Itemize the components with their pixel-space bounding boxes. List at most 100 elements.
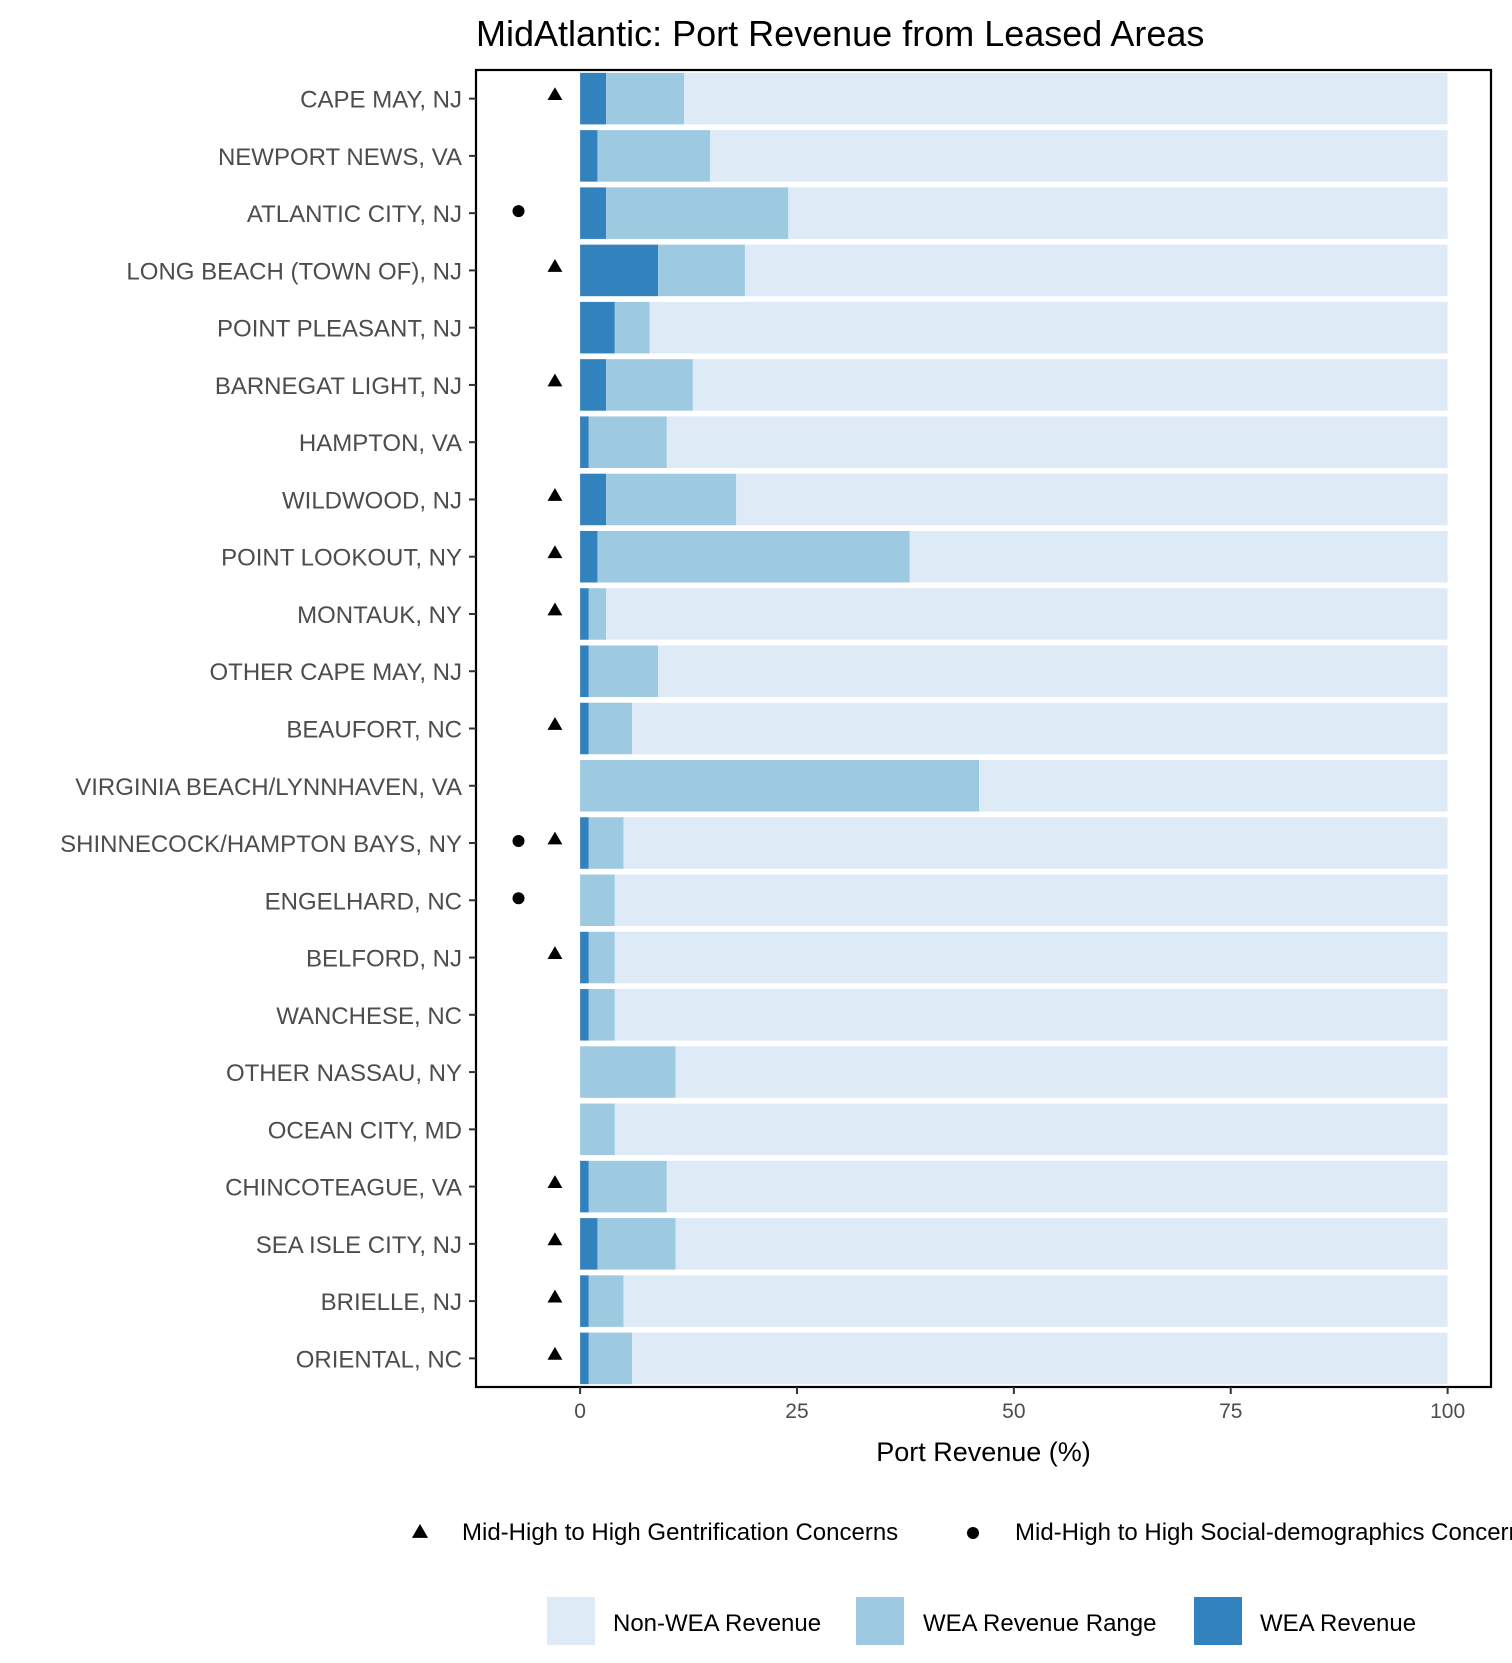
x-tick-label-4: 100: [1430, 1400, 1465, 1423]
y-tick-label-19: CHINCOTEAGUE, VA: [225, 1175, 462, 1202]
gentrification-marker-20: [547, 1232, 563, 1246]
bar-wea-revenue-range-14: [580, 874, 615, 927]
bar-wea-revenue-range-11: [588, 702, 633, 755]
bar-wea-revenue-range-4: [614, 301, 650, 354]
bar-wea-revenue-range-5: [606, 359, 693, 411]
bar-non-wea-revenue-6: [666, 416, 1448, 468]
y-tick-label-6: HAMPTON, VA: [299, 430, 462, 457]
gentrification-marker-9: [547, 602, 563, 616]
social-demographics-marker-13: [512, 835, 525, 848]
y-tick-label-20: SEA ISLE CITY, NJ: [256, 1232, 462, 1259]
bar-wea-revenue-15: [580, 931, 589, 984]
bar-wea-revenue-range-3: [658, 244, 745, 297]
bar-wea-revenue-range-10: [588, 645, 659, 698]
bar-wea-revenue-range-15: [588, 931, 615, 984]
bar-wea-revenue-5: [580, 359, 607, 411]
bar-wea-revenue-21: [580, 1275, 589, 1327]
bar-non-wea-revenue-20: [675, 1218, 1448, 1270]
bar-non-wea-revenue-10: [658, 645, 1448, 698]
y-tick-label-10: OTHER CAPE MAY, NJ: [210, 659, 463, 686]
y-tick-label-3: LONG BEACH (TOWN OF), NJ: [126, 258, 462, 285]
gentrification-marker-22: [547, 1346, 563, 1360]
bars-layer: [580, 72, 1448, 1385]
bar-wea-revenue-7: [580, 473, 607, 526]
y-tick-label-11: BEAUFORT, NC: [286, 717, 462, 744]
bar-wea-revenue-19: [580, 1160, 589, 1213]
y-tick-label-4: POINT PLEASANT, NJ: [217, 316, 462, 343]
bar-non-wea-revenue-1: [710, 130, 1448, 182]
gentrification-marker-3: [547, 258, 563, 272]
bar-non-wea-revenue-16: [614, 989, 1448, 1041]
bar-wea-revenue-13: [580, 817, 589, 869]
gentrification-marker-21: [547, 1289, 563, 1303]
legend-key-0: [547, 1597, 595, 1645]
legend-gentrification-label: Mid-High to High Gentrification Concerns: [462, 1519, 898, 1546]
bar-non-wea-revenue-3: [744, 244, 1448, 297]
x-tick-label-2: 50: [1002, 1400, 1025, 1423]
marker-legend: Mid-High to High Gentrification Concerns…: [411, 1519, 1512, 1546]
y-tick-label-17: OTHER NASSAU, NY: [226, 1060, 462, 1087]
bar-wea-revenue-range-16: [588, 989, 615, 1041]
bar-non-wea-revenue-17: [675, 1046, 1448, 1098]
bar-non-wea-revenue-5: [692, 359, 1448, 411]
bar-wea-revenue-3: [580, 244, 659, 297]
bar-wea-revenue-1: [580, 130, 598, 182]
bar-wea-revenue-range-17: [580, 1046, 676, 1098]
bar-non-wea-revenue-18: [614, 1103, 1448, 1156]
y-tick-label-12: VIRGINIA BEACH/LYNNHAVEN, VA: [75, 774, 462, 801]
bar-non-wea-revenue-7: [736, 473, 1448, 526]
gentrification-marker-8: [547, 545, 563, 559]
bar-wea-revenue-4: [580, 301, 615, 354]
legend-fill-label-1: WEA Revenue Range: [923, 1610, 1156, 1637]
bar-wea-revenue-0: [580, 72, 607, 125]
bar-non-wea-revenue-14: [614, 874, 1448, 927]
y-tick-label-8: POINT LOOKOUT, NY: [221, 545, 462, 572]
bar-wea-revenue-range-6: [588, 416, 667, 468]
bar-wea-revenue-2: [580, 187, 607, 239]
legend-triangle-icon: [411, 1523, 429, 1538]
legend-circle-icon: [967, 1527, 979, 1539]
bar-non-wea-revenue-12: [979, 759, 1448, 812]
y-tick-label-14: ENGELHARD, NC: [265, 888, 462, 915]
legend-key-2: [1194, 1597, 1242, 1645]
y-tick-label-1: NEWPORT NEWS, VA: [218, 144, 462, 171]
markers-layer: [512, 87, 563, 1360]
chart-title: MidAtlantic: Port Revenue from Leased Ar…: [476, 13, 1204, 54]
bar-wea-revenue-9: [580, 588, 589, 640]
bar-wea-revenue-range-18: [580, 1103, 615, 1156]
fill-legend: Non-WEA Revenue WEA Revenue Range WEA Reve…: [547, 1597, 1416, 1645]
gentrification-marker-5: [547, 373, 563, 387]
bar-wea-revenue-11: [580, 702, 589, 755]
bar-wea-revenue-16: [580, 989, 589, 1041]
gentrification-marker-7: [547, 488, 563, 501]
legend-social-demographics-label: Mid-High to High Social-demographics Con…: [1015, 1519, 1512, 1546]
bar-wea-revenue-range-12: [580, 759, 980, 812]
y-tick-label-0: CAPE MAY, NJ: [300, 87, 462, 114]
bar-wea-revenue-range-7: [606, 473, 737, 526]
y-tick-label-18: OCEAN CITY, MD: [268, 1117, 462, 1144]
bar-non-wea-revenue-9: [606, 588, 1448, 640]
bar-non-wea-revenue-2: [788, 187, 1448, 239]
bar-wea-revenue-range-8: [597, 530, 910, 583]
x-axis: 0 25 50 75 100: [574, 1387, 1465, 1423]
y-tick-label-15: BELFORD, NJ: [306, 946, 462, 973]
bar-non-wea-revenue-4: [649, 301, 1448, 354]
y-tick-label-7: WILDWOOD, NJ: [282, 487, 462, 514]
bar-non-wea-revenue-22: [632, 1332, 1448, 1385]
gentrification-marker-0: [547, 87, 563, 101]
bar-wea-revenue-20: [580, 1218, 598, 1270]
bar-wea-revenue-6: [580, 416, 589, 468]
bar-wea-revenue-range-21: [588, 1275, 624, 1327]
bar-wea-revenue-range-1: [597, 130, 711, 182]
bar-wea-revenue-range-9: [588, 588, 607, 640]
bar-non-wea-revenue-15: [614, 931, 1448, 984]
bar-non-wea-revenue-19: [666, 1160, 1448, 1213]
y-tick-label-21: BRIELLE, NJ: [321, 1289, 462, 1316]
legend-fill-label-0: Non-WEA Revenue: [613, 1610, 821, 1637]
social-demographics-marker-2: [512, 205, 525, 218]
y-axis: CAPE MAY, NJ NEWPORT NEWS, VA ATLANTIC CIT…: [60, 87, 476, 1373]
bar-wea-revenue-range-2: [606, 187, 789, 239]
bar-wea-revenue-range-19: [588, 1160, 667, 1213]
y-tick-label-16: WANCHESE, NC: [276, 1003, 462, 1030]
bar-non-wea-revenue-11: [632, 702, 1448, 755]
